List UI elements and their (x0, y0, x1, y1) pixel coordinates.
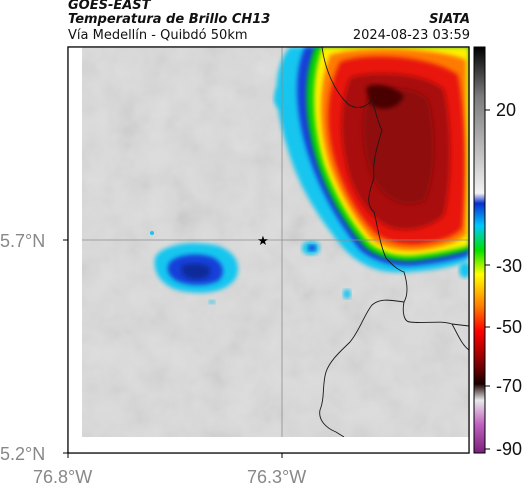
satellite-name: GOES-EAST (68, 0, 151, 13)
colorbar-label-minus90: -90 (496, 439, 522, 459)
colorbar (473, 46, 486, 454)
x-tick-76-8W: 76.8°W (33, 467, 92, 487)
storm-coldest-spot (366, 84, 404, 109)
colorbar-label-minus30: -30 (496, 256, 522, 276)
storm-deepest-core (363, 88, 434, 204)
timestamp-label: 2024-08-23 03:59 (352, 28, 470, 43)
border-line-east (321, 47, 469, 327)
region-label: Vía Medellín - Quibdó 50km (68, 28, 248, 43)
y-tick-5-7N: 5.7°N (0, 231, 45, 251)
y-tick-5-2N: 5.2°N (0, 444, 45, 464)
colorbar-ticks (485, 109, 490, 450)
product-title: Temperatura de Brillo CH13 (68, 12, 271, 27)
colorbar-label-minus70: -70 (496, 376, 522, 396)
x-tick-76-3W: 76.3°W (247, 467, 306, 487)
colorbar-label-20: 20 (496, 100, 516, 120)
border-line-south (319, 299, 405, 437)
agency-label: SIATA (429, 12, 470, 27)
colorbar-label-minus50: -50 (496, 317, 522, 337)
location-star-icon: ★ (257, 234, 269, 249)
